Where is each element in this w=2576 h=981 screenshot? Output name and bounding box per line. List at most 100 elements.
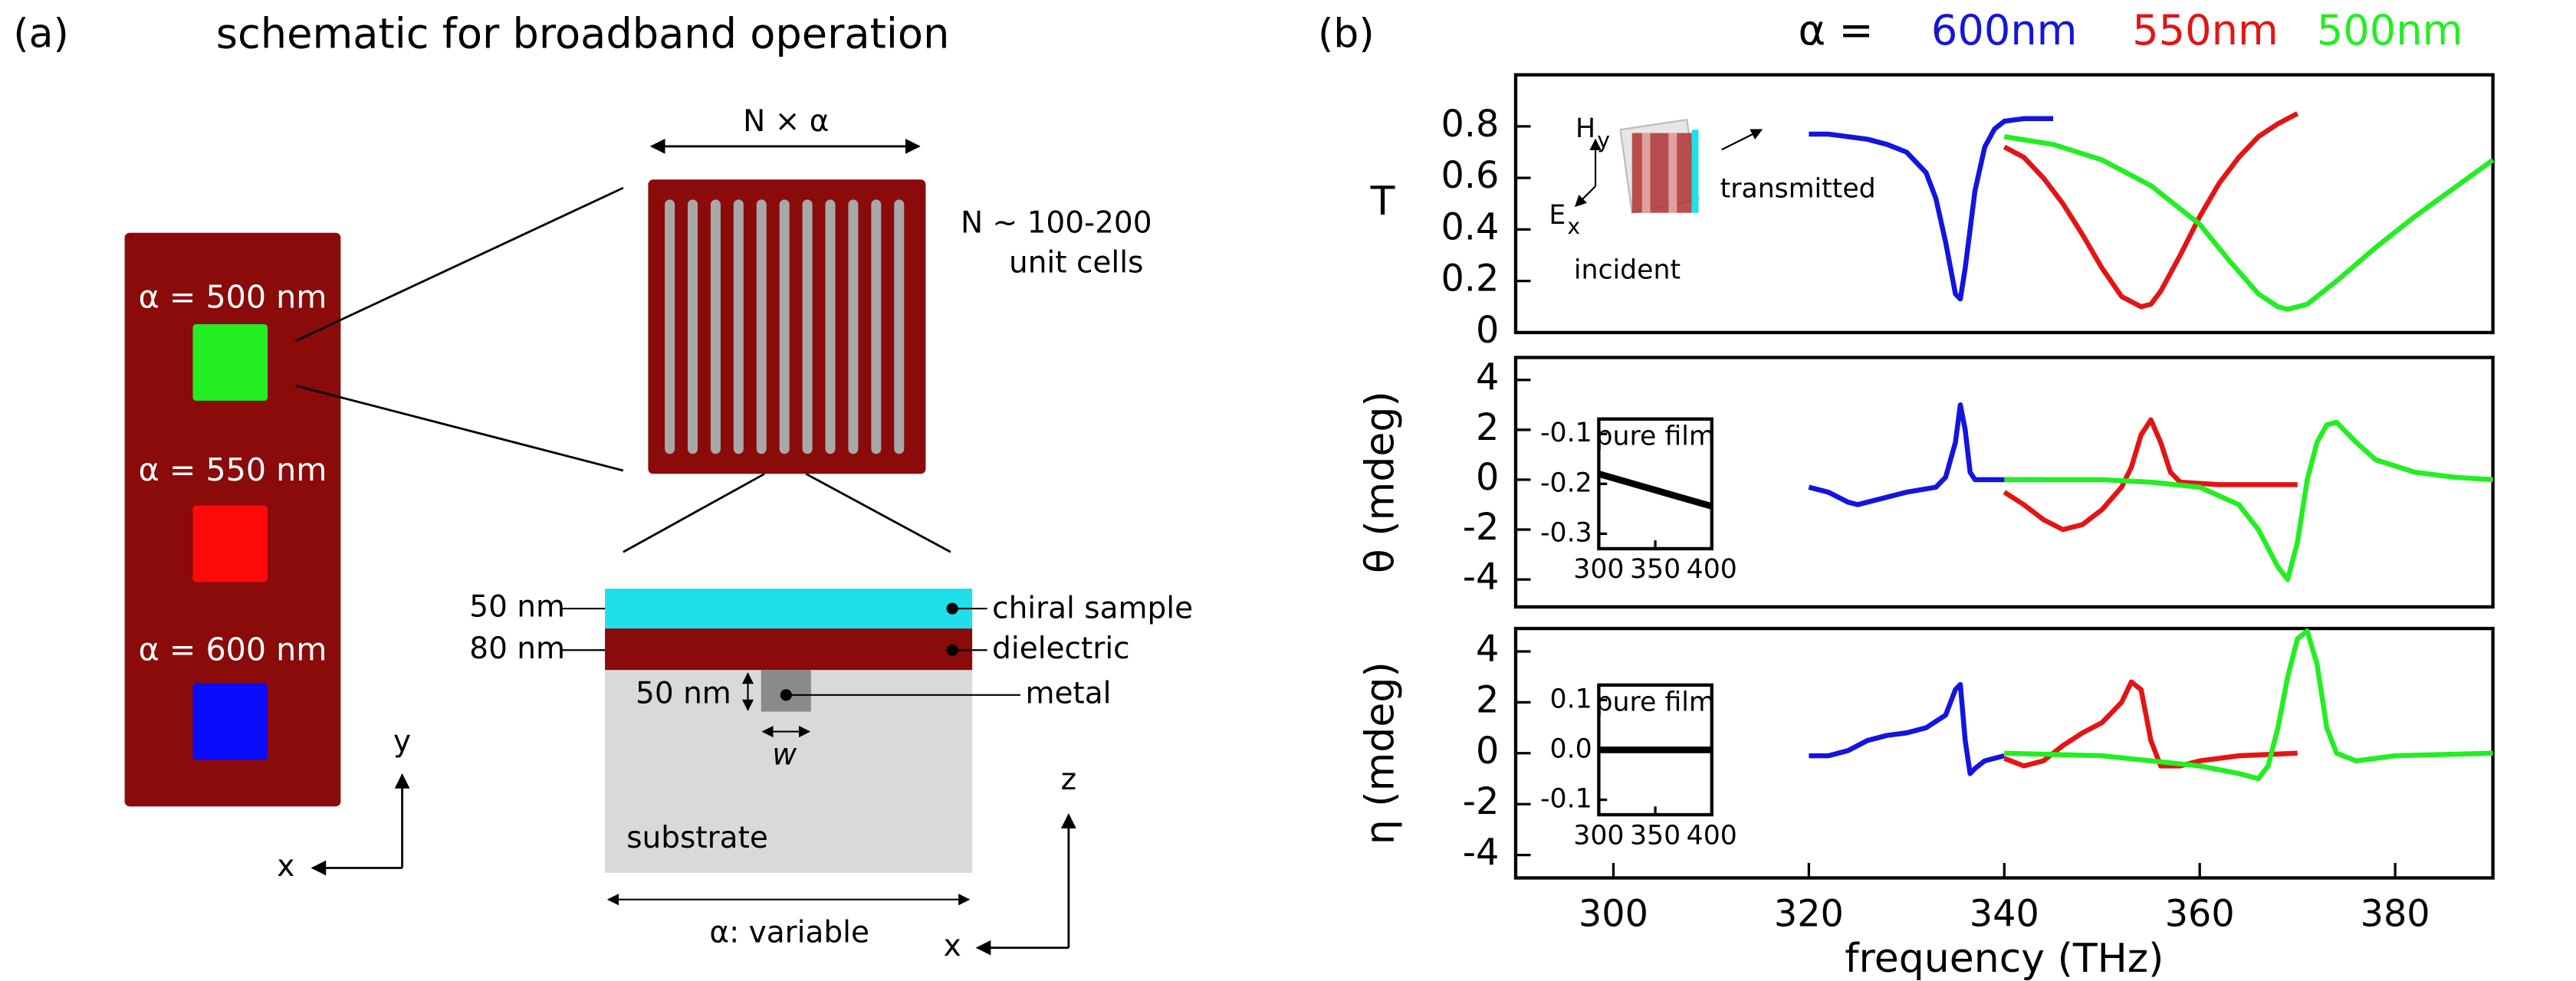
y-tick-label: -2 [1463,507,1500,549]
inset-title: pure film [1596,687,1715,718]
annotation-sub: x [1567,214,1580,239]
y-tick-label: 0.0 [1550,733,1592,764]
series-line [1809,681,2006,776]
stripe [733,199,744,454]
stripe [756,199,767,454]
x-tick-label: 300 [1573,554,1624,585]
stripe [825,199,836,454]
x-tick-label: 350 [1630,554,1681,585]
zoom-line [295,384,624,472]
arrow [1574,185,1596,208]
sample-square [192,324,268,401]
y-tick-label: -0.1 [1540,418,1592,448]
annotation: transmitted [1720,173,1876,204]
x-tick-label: 400 [1687,820,1737,851]
sample-square [192,683,268,760]
cell-unit: unit cells [1009,245,1143,280]
axis-label: x [277,849,294,884]
y-tick-label: -0.3 [1540,517,1592,548]
stripes [665,199,905,454]
stripe [665,199,675,454]
x-tick-label: 380 [2361,893,2430,935]
axis-label: x [944,929,961,963]
x-tick-label: 300 [1579,893,1648,935]
x-tick-label: 350 [1630,820,1681,851]
y-tick-label: 4 [1476,628,1499,671]
cell-count: N ~ 100-200 [961,205,1152,240]
x-tick-label: 340 [1970,893,2039,935]
y-tick-label: -2 [1463,781,1500,823]
dielectric-layer [605,628,973,671]
annotation-sub: y [1597,127,1610,153]
axis-label: z [1061,763,1076,797]
zoom-line [805,473,951,553]
array-width: N × α [743,104,829,139]
stripe [894,199,905,454]
x-axis-label: frequency (THz) [1845,936,2164,981]
metal-height: 50 nm [636,676,731,710]
sample-label: α = 600 nm [139,631,327,668]
y-tick-label: -4 [1463,832,1500,874]
panel-title: schematic for broadband operation [216,9,950,57]
y-tick-label: 0 [1476,457,1499,499]
y-axis-label: η (mdeg) [1358,661,1404,845]
width-label: w [772,738,797,773]
plot-frame [1513,356,2495,609]
x-tick-label: 300 [1573,820,1624,851]
arrow [1721,129,1763,151]
legend-entry: 550nm [2132,6,2279,54]
series-line [2004,419,2493,582]
panel-label: (b) [1318,11,1375,57]
annotation: H [1576,113,1595,144]
y-tick-label: 0 [1476,730,1499,773]
y-tick-label: -4 [1463,556,1500,599]
layer-label: metal [1025,676,1111,710]
sample-square [192,505,268,582]
substrate-label: substrate [626,821,768,855]
y-tick-label: 4 [1476,357,1499,399]
series-line [2003,134,2495,312]
series-line [2004,628,2493,782]
zoom-line [623,473,765,553]
legend-title: α = [1798,6,1873,54]
zoom-line [295,186,624,343]
plot-frame [1513,73,2495,335]
series-line [1598,471,1713,510]
stripe [871,199,882,454]
y-tick-label: 0.6 [1441,155,1499,197]
x-tick-label: 360 [2165,893,2235,935]
inset-title: pure film [1596,422,1715,452]
thickness-label: 80 nm [469,632,565,666]
stripe [710,199,721,454]
stripe [779,199,790,454]
y-tick-label: 0.4 [1441,206,1499,248]
y-tick-label: 2 [1476,407,1499,449]
thickness-label: 50 nm [469,590,565,625]
series-line [1808,402,2044,507]
series-line [1809,116,2054,302]
layer-label: dielectric [992,632,1129,666]
annotation: incident [1574,255,1681,286]
y-tick-label: -0.1 [1540,784,1592,815]
axis-label: y [393,724,411,759]
cell-sketch [1641,133,1651,213]
y-axis-label: θ (mdeg) [1358,391,1404,573]
series-line [2003,111,2299,310]
series-line [2003,417,2298,533]
period-label: α: variable [709,916,869,950]
y-axis-label: T [1370,179,1395,225]
panel-label: (a) [13,11,68,57]
y-tick-label: 0.1 [1550,684,1592,714]
stripe [802,199,813,454]
stripe [688,199,698,454]
cell-sketch [1691,130,1699,213]
x-tick-label: 400 [1687,554,1737,585]
y-tick-label: 0.2 [1441,258,1499,300]
sample-label: α = 550 nm [139,451,327,488]
y-tick-label: 2 [1476,679,1499,721]
legend-entry: 500nm [2317,6,2463,54]
cell-sketch [1668,133,1677,213]
x-tick-label: 320 [1774,893,1844,935]
y-tick-label: 0.8 [1441,103,1499,146]
